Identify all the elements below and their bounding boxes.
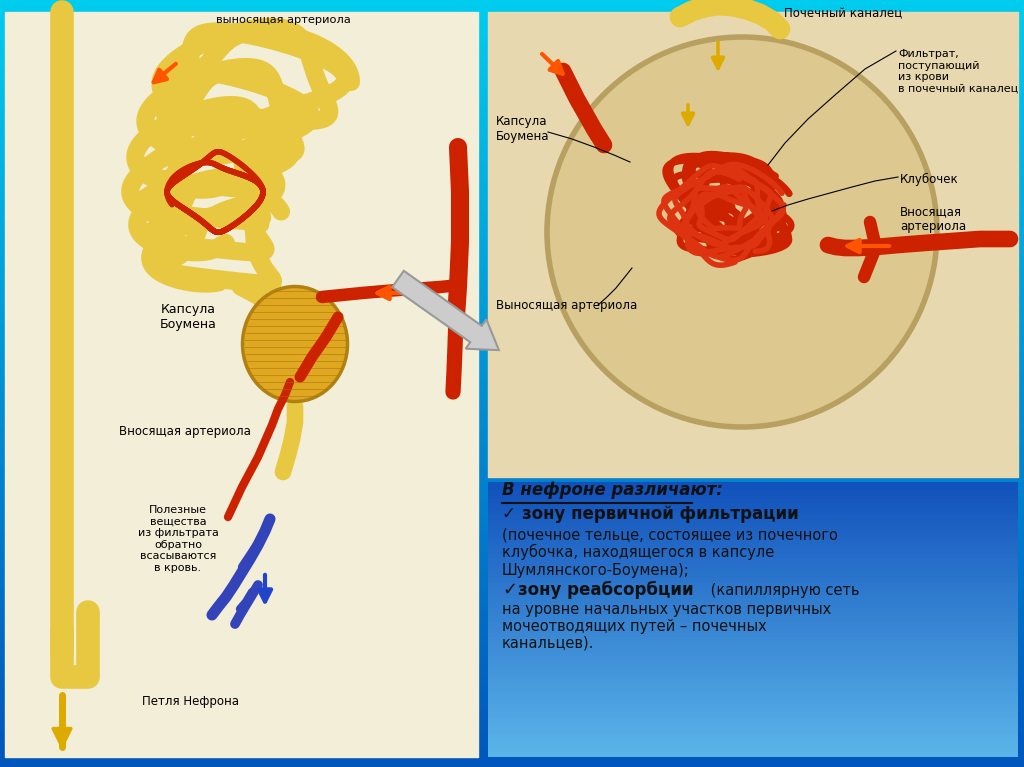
- Text: ✓: ✓: [502, 505, 521, 523]
- Text: Фильтрат,
поступающий
из крови
в почечный каналец: Фильтрат, поступающий из крови в почечны…: [898, 49, 1018, 94]
- Text: В нефроне различают:: В нефроне различают:: [502, 481, 723, 499]
- Text: ✓: ✓: [502, 581, 517, 599]
- Text: Выносящая артериола: Выносящая артериола: [496, 298, 637, 311]
- Text: канальцев).: канальцев).: [502, 636, 594, 651]
- Text: Клубочек: Клубочек: [900, 173, 958, 186]
- Text: Петля Нефрона: Петля Нефрона: [142, 695, 239, 708]
- Text: выносящая артериола: выносящая артериола: [216, 15, 350, 25]
- Text: (капиллярную сеть: (капиллярную сеть: [706, 583, 859, 598]
- Text: Вносящая артериола: Вносящая артериола: [119, 426, 251, 439]
- Text: Шумлянского-Боумена);: Шумлянского-Боумена);: [502, 563, 690, 578]
- Text: Капсула
Боумена: Капсула Боумена: [160, 303, 216, 331]
- Text: клубочка, находящегося в капсуле: клубочка, находящегося в капсуле: [502, 544, 774, 560]
- Text: Почечный каналец: Почечный каналец: [784, 7, 902, 20]
- Text: на уровне начальных участков первичных: на уровне начальных участков первичных: [502, 602, 831, 617]
- Text: мочеотводящих путей – почечных: мочеотводящих путей – почечных: [502, 619, 767, 634]
- FancyArrow shape: [392, 271, 499, 351]
- Text: (почечное тельце, состоящее из почечного: (почечное тельце, состоящее из почечного: [502, 527, 838, 542]
- Text: зону первичной фильтрации: зону первичной фильтрации: [522, 505, 799, 523]
- Text: Полезные
вещества
из фильтрата
обратно
всасываются
в кровь.: Полезные вещества из фильтрата обратно в…: [137, 505, 218, 573]
- Ellipse shape: [243, 287, 347, 401]
- Text: зону реабсорбции: зону реабсорбции: [518, 581, 693, 599]
- Circle shape: [547, 37, 937, 427]
- Text: Капсула
Боумена: Капсула Боумена: [496, 115, 550, 143]
- Text: Вносящая
артериола: Вносящая артериола: [900, 205, 966, 233]
